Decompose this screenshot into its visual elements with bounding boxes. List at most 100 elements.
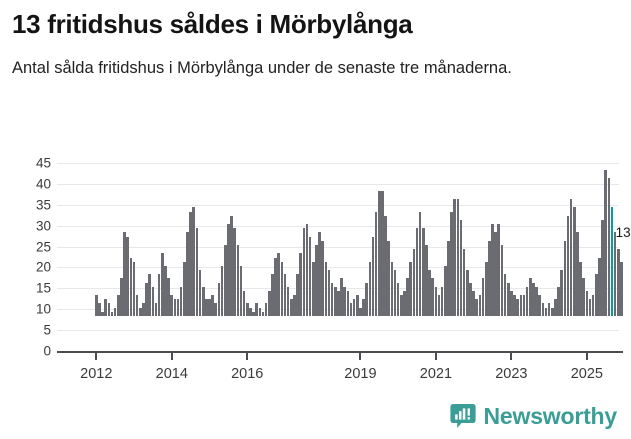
bar [447, 240, 450, 316]
bar [220, 265, 224, 316]
x-axis-tick-label: 2023 [495, 366, 528, 382]
bar [359, 307, 362, 316]
bar [601, 219, 604, 316]
bar [450, 211, 453, 316]
bar [283, 274, 287, 316]
bar [437, 295, 441, 316]
bar [393, 270, 397, 316]
bar [384, 215, 387, 316]
bar [135, 295, 139, 316]
bar [142, 303, 145, 316]
bar [214, 303, 218, 316]
bar [271, 274, 274, 316]
bar [378, 190, 381, 316]
bar [381, 190, 384, 316]
bar [245, 303, 249, 316]
bar [126, 236, 130, 316]
bar [412, 249, 416, 316]
bar [157, 274, 161, 316]
bar [110, 311, 114, 316]
bar [598, 257, 601, 316]
bar [371, 236, 375, 316]
bar [208, 299, 211, 316]
bar [500, 244, 504, 316]
bar [277, 253, 280, 316]
bar [252, 311, 255, 316]
y-axis-tick-label: 25 [35, 238, 51, 254]
y-axis-tick-label: 15 [35, 280, 51, 296]
bar [183, 261, 186, 316]
y-axis-tick-label: 20 [35, 259, 51, 275]
bar [418, 211, 422, 316]
bar [242, 290, 246, 316]
bar [154, 303, 158, 316]
x-axis-tick [510, 351, 513, 360]
bar [415, 228, 419, 316]
bar [192, 207, 196, 316]
bar [201, 286, 205, 316]
gridline [57, 267, 619, 269]
x-axis-tick-label: 2014 [155, 366, 188, 382]
bar [516, 299, 519, 316]
bar [98, 303, 101, 316]
bar [576, 232, 579, 316]
bar [258, 307, 262, 316]
bar [472, 290, 475, 316]
bar [368, 261, 372, 316]
bar [132, 261, 136, 316]
gridline [57, 246, 619, 248]
page-title: 13 fritidshus såldes i Mörbylånga [12, 9, 413, 39]
bar [264, 303, 268, 316]
bar [239, 265, 243, 316]
bar [434, 286, 438, 316]
bar [286, 286, 290, 316]
bar [525, 286, 529, 316]
bar [569, 199, 573, 316]
bar [440, 286, 444, 316]
bar [349, 303, 353, 316]
bar [491, 224, 494, 316]
x-axis-tick-label: 2016 [231, 366, 264, 382]
bar [513, 295, 516, 316]
bar [101, 311, 104, 316]
bar [519, 295, 523, 316]
y-axis-tick-label: 5 [43, 322, 51, 338]
bar [227, 224, 230, 316]
bar-highlighted [610, 207, 614, 316]
bar [544, 307, 548, 316]
x-axis-tick-label: 2021 [419, 366, 453, 382]
bar [296, 274, 299, 316]
bar [466, 270, 469, 316]
bar [497, 224, 501, 316]
bar [409, 261, 413, 316]
bar [362, 299, 365, 316]
bar-chart-speech-bubble-icon [449, 403, 476, 429]
bar [503, 274, 507, 316]
bar [604, 169, 607, 316]
bar [406, 278, 409, 316]
bar [484, 261, 488, 316]
bar [456, 199, 460, 316]
bar [330, 282, 334, 316]
y-axis-tick-label: 0 [43, 343, 51, 359]
bar [506, 282, 510, 316]
bar [195, 228, 199, 316]
bar [230, 215, 233, 316]
bar [289, 299, 293, 316]
bar [129, 257, 133, 316]
bar [400, 295, 403, 316]
bar [475, 299, 479, 316]
bar [453, 199, 457, 316]
footer-branding: Newsworthy [449, 403, 617, 429]
bar [324, 261, 328, 316]
bar [299, 253, 302, 316]
x-axis-tick-label: 2025 [570, 366, 603, 382]
y-axis-labels: 0 5 10 15 20 25 30 35 40 45 [0, 152, 51, 387]
bar [267, 290, 271, 316]
bar [186, 232, 189, 316]
bar [318, 232, 321, 316]
bar [390, 261, 394, 316]
bar [233, 228, 236, 316]
bar [459, 219, 463, 316]
